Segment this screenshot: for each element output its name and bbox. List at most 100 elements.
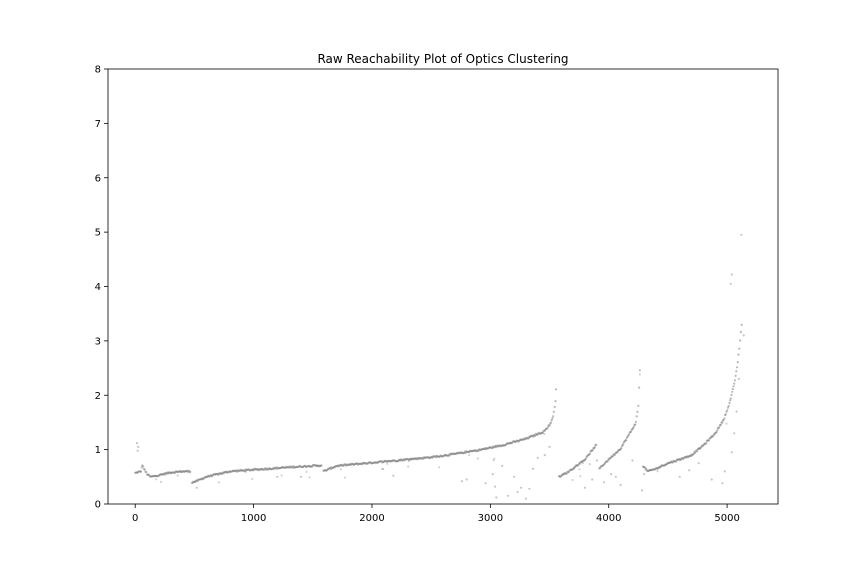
- data-point: [546, 427, 549, 430]
- data-point: [736, 361, 739, 364]
- data-point: [159, 480, 163, 483]
- data-point: [552, 410, 556, 413]
- data-point: [727, 404, 730, 408]
- data-point: [729, 397, 732, 400]
- data-point: [728, 401, 731, 405]
- data-point: [742, 334, 745, 337]
- data-point: [735, 370, 738, 373]
- chart-title: Raw Reachability Plot of Optics Clusteri…: [317, 52, 568, 66]
- data-point: [588, 452, 592, 455]
- data-point: [551, 417, 554, 420]
- data-point: [520, 486, 523, 489]
- data-point: [707, 439, 711, 442]
- data-point: [602, 481, 606, 484]
- data-point: [737, 353, 740, 356]
- x-tick-label: 3000: [478, 513, 503, 524]
- data-point: [721, 482, 724, 485]
- data-point: [407, 460, 410, 463]
- data-point: [718, 425, 721, 428]
- data-point: [678, 475, 681, 478]
- plot-frame: [107, 68, 779, 505]
- data-point: [251, 477, 254, 481]
- data-point: [493, 457, 496, 460]
- data-point: [636, 410, 639, 413]
- data-point: [733, 432, 736, 435]
- data-point: [460, 480, 463, 483]
- y-tick-label: 3: [95, 336, 101, 347]
- data-point: [723, 417, 726, 420]
- data-point: [738, 347, 741, 350]
- data-point: [631, 459, 634, 462]
- data-point: [536, 456, 539, 459]
- data-point: [276, 475, 279, 478]
- data-point: [740, 233, 743, 236]
- data-point: [614, 475, 617, 478]
- data-point: [155, 478, 158, 481]
- data-point: [640, 489, 644, 492]
- data-point: [468, 454, 471, 457]
- data-point: [656, 470, 659, 473]
- data-point: [549, 421, 553, 424]
- data-point: [217, 481, 220, 484]
- data-point: [634, 423, 637, 426]
- data-point: [593, 446, 596, 449]
- data-point: [595, 459, 599, 462]
- x-tick-label: 1000: [241, 513, 266, 524]
- y-tick-label: 5: [95, 228, 101, 239]
- data-point: [733, 382, 736, 385]
- data-point: [735, 410, 738, 413]
- data-point: [637, 404, 640, 407]
- data-point: [135, 442, 139, 445]
- data-point: [634, 420, 638, 423]
- x-tick-label: 2000: [359, 513, 384, 524]
- data-point: [339, 468, 342, 471]
- data-point: [638, 369, 642, 372]
- data-point: [554, 400, 557, 403]
- data-point: [386, 462, 389, 465]
- data-point: [381, 467, 384, 471]
- data-point: [484, 482, 487, 485]
- data-point: [716, 429, 719, 432]
- data-point: [581, 462, 585, 465]
- data-point: [726, 409, 729, 412]
- data-point: [438, 466, 441, 469]
- y-tick-label: 8: [95, 65, 101, 76]
- x-tick-label: 0: [132, 513, 138, 524]
- data-point: [465, 478, 468, 481]
- data-point: [591, 449, 594, 452]
- data-point: [531, 467, 535, 470]
- data-point: [719, 423, 722, 426]
- plot-area: [108, 69, 778, 504]
- data-point: [565, 472, 568, 475]
- scatter-points: [134, 233, 745, 500]
- data-point: [244, 470, 247, 474]
- y-tick-label: 7: [95, 119, 101, 130]
- data-point: [407, 465, 410, 468]
- data-point: [723, 470, 726, 473]
- data-point: [548, 445, 551, 448]
- data-point: [591, 478, 594, 481]
- data-point: [492, 459, 495, 462]
- data-point: [543, 454, 546, 457]
- data-point: [137, 445, 140, 448]
- data-point: [491, 473, 494, 476]
- data-point: [516, 490, 519, 494]
- y-tick-label: 4: [95, 282, 101, 293]
- data-point: [735, 366, 739, 369]
- data-point: [610, 473, 613, 476]
- data-point: [627, 433, 631, 436]
- data-point: [320, 464, 323, 467]
- y-axis-ticks: 0 1 2 3 4 5 6 7 8: [95, 65, 108, 511]
- data-point: [635, 415, 638, 418]
- data-point: [729, 282, 732, 285]
- data-point: [280, 474, 283, 477]
- data-point: [512, 475, 516, 478]
- data-point: [382, 468, 385, 471]
- data-point: [572, 467, 576, 470]
- data-point: [552, 415, 555, 418]
- data-point: [578, 468, 581, 471]
- data-point: [619, 483, 622, 487]
- x-tick-label: 4000: [596, 513, 621, 524]
